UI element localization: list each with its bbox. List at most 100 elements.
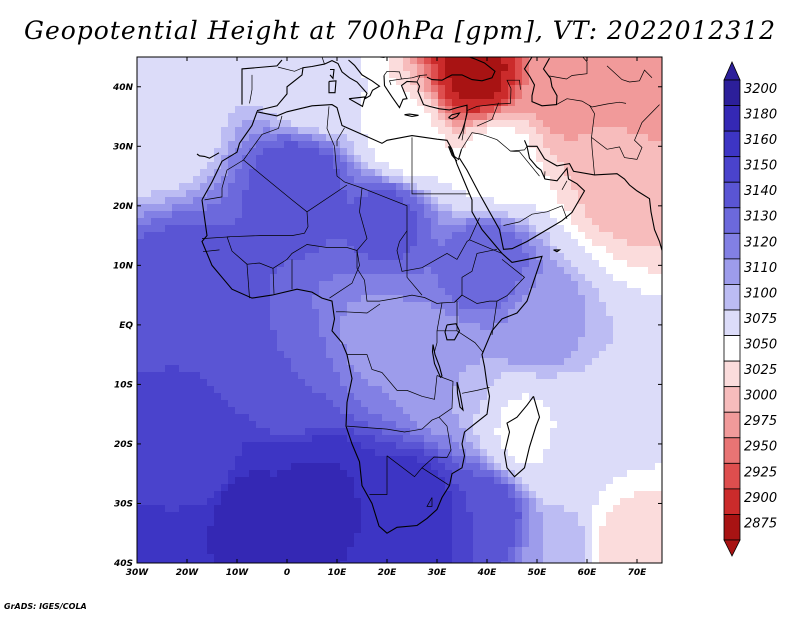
field-cell [200, 491, 208, 499]
field-cell [256, 519, 264, 527]
field-cell [193, 204, 201, 212]
field-cell [389, 372, 397, 380]
field-cell [487, 197, 495, 205]
field-cell [529, 162, 537, 170]
field-cell [438, 176, 446, 184]
field-cell [536, 484, 544, 492]
field-cell [403, 414, 411, 422]
field-cell [333, 288, 341, 296]
field-cell [256, 99, 264, 107]
field-cell [214, 211, 222, 219]
field-cell [641, 456, 649, 464]
field-cell [431, 246, 439, 254]
field-cell [137, 456, 145, 464]
field-cell [627, 309, 635, 317]
field-cell [438, 505, 446, 513]
field-cell [263, 274, 271, 282]
field-cell [151, 288, 159, 296]
field-cell [375, 267, 383, 275]
field-cell [396, 113, 404, 121]
field-cell [319, 393, 327, 401]
field-cell [599, 288, 607, 296]
field-cell [263, 288, 271, 296]
field-cell [228, 225, 236, 233]
field-cell [340, 351, 348, 359]
field-cell [515, 435, 523, 443]
field-cell [158, 407, 166, 415]
field-cell [193, 421, 201, 429]
field-cell [354, 421, 362, 429]
field-cell [410, 64, 418, 72]
field-cell [396, 316, 404, 324]
field-cell [151, 225, 159, 233]
field-cell [529, 204, 537, 212]
field-cell [620, 435, 628, 443]
field-cell [347, 295, 355, 303]
field-cell [620, 78, 628, 86]
field-cell [571, 99, 579, 107]
field-cell [193, 246, 201, 254]
field-cell [284, 190, 292, 198]
field-cell [179, 414, 187, 422]
field-cell [340, 148, 348, 156]
field-cell [452, 218, 460, 226]
field-cell [333, 407, 341, 415]
field-cell [284, 337, 292, 345]
field-cell [634, 99, 642, 107]
field-cell [494, 365, 502, 373]
field-cell [256, 365, 264, 373]
field-cell [571, 281, 579, 289]
field-cell [333, 162, 341, 170]
field-cell [200, 330, 208, 338]
field-cell [417, 435, 425, 443]
field-cell [298, 512, 306, 520]
field-cell [200, 302, 208, 310]
field-cell [431, 498, 439, 506]
field-cell [606, 169, 614, 177]
field-cell [319, 463, 327, 471]
field-cell [543, 239, 551, 247]
field-cell [319, 162, 327, 170]
field-cell [326, 421, 334, 429]
field-cell [585, 407, 593, 415]
field-cell [291, 78, 299, 86]
field-cell [557, 358, 565, 366]
field-cell [305, 323, 313, 331]
field-cell [550, 134, 558, 142]
field-cell [487, 358, 495, 366]
field-cell [165, 57, 173, 65]
field-cell [319, 204, 327, 212]
field-cell [382, 169, 390, 177]
field-cell [144, 232, 152, 240]
field-cell [557, 134, 565, 142]
field-cell [438, 386, 446, 394]
field-cell [648, 498, 656, 506]
field-cell [291, 477, 299, 485]
field-cell [585, 477, 593, 485]
field-cell [277, 190, 285, 198]
field-cell [340, 204, 348, 212]
field-cell [627, 400, 635, 408]
field-cell [319, 148, 327, 156]
field-cell [172, 484, 180, 492]
field-cell [382, 78, 390, 86]
field-cell [508, 372, 516, 380]
field-cell [221, 498, 229, 506]
field-cell [270, 379, 278, 387]
field-cell [606, 78, 614, 86]
field-cell [151, 85, 159, 93]
field-cell [501, 372, 509, 380]
field-cell [193, 57, 201, 65]
field-cell [515, 498, 523, 506]
field-cell [326, 386, 334, 394]
field-cell [375, 365, 383, 373]
field-cell [270, 218, 278, 226]
field-cell [207, 85, 215, 93]
field-cell [228, 491, 236, 499]
field-cell [263, 64, 271, 72]
field-cell [263, 134, 271, 142]
field-cell [242, 71, 250, 79]
field-cell [277, 456, 285, 464]
field-cell [515, 449, 523, 457]
field-cell [375, 379, 383, 387]
